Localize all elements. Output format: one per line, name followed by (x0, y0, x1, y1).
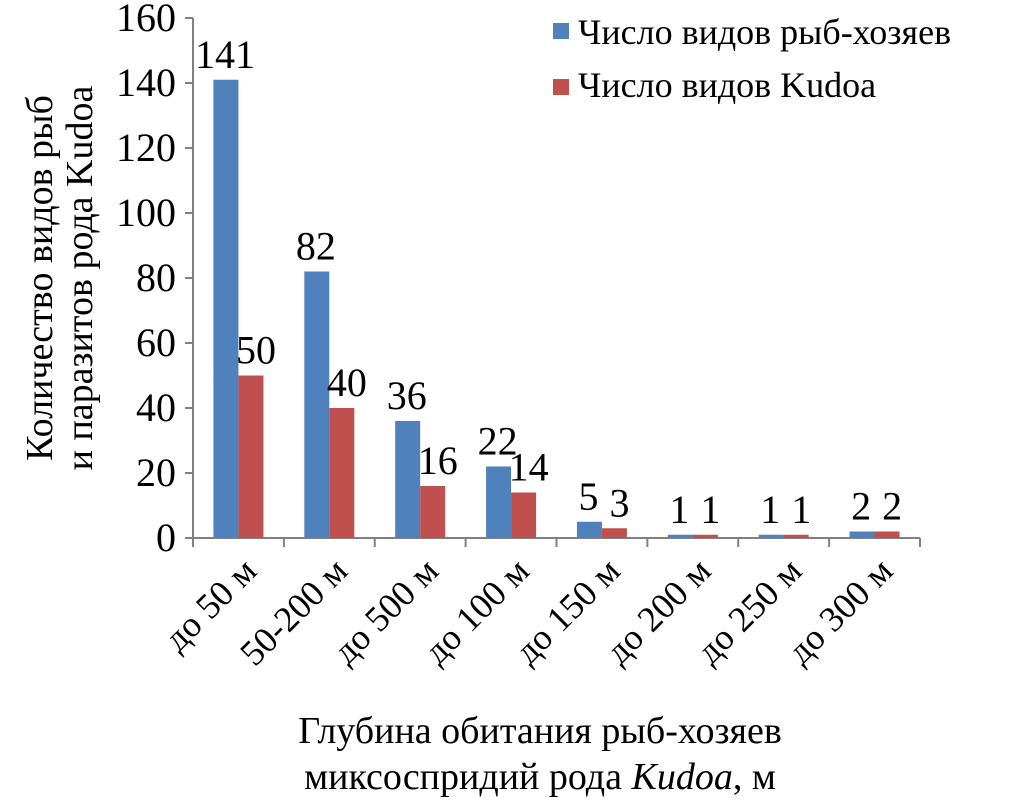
y-tick-label: 0 (156, 515, 176, 560)
data-label-kudoa: 1 (700, 487, 720, 532)
legend: Число видов рыб-хозяев Число видов Kudoa (553, 12, 951, 105)
data-label-kudoa: 14 (509, 445, 549, 490)
legend-label-kudoa: Число видов Kudoa (578, 65, 876, 105)
data-label-hosts: 5 (578, 474, 598, 519)
y-axis-label: Количество видов рыб и паразитов рода Ku… (19, 86, 101, 471)
bar-hosts (486, 466, 512, 538)
data-label-hosts: 36 (387, 373, 427, 418)
bar-hosts (667, 534, 693, 538)
bar-kudoa (511, 492, 537, 538)
category-labels: до 50 м50-200 мдо 500 мдо 100 мдо 150 мд… (156, 550, 900, 673)
x-axis-label-line2-suffix: , м (733, 756, 776, 798)
data-label-hosts: 1 (669, 487, 689, 532)
data-label-kudoa: 1 (791, 487, 811, 532)
y-tick-label: 20 (136, 450, 176, 495)
bar-kudoa (783, 534, 809, 538)
x-ticks (192, 538, 921, 547)
y-tick-label: 140 (116, 60, 176, 105)
legend-swatch-hosts (553, 23, 569, 39)
bar-hosts (576, 521, 602, 538)
data-label-kudoa: 50 (236, 328, 276, 373)
x-axis-label: Глубина обитания рыб-хозяев миксоспридий… (298, 710, 782, 798)
y-tick-label: 80 (136, 255, 176, 300)
x-axis-label-line1: Глубина обитания рыб-хозяев (298, 710, 782, 752)
y-ticks: 0 20 40 60 80 100 120 140 160 (116, 0, 193, 560)
bar-hosts (849, 531, 875, 538)
data-label-hosts: 22 (478, 419, 518, 464)
y-tick-label: 60 (136, 320, 176, 365)
y-tick-label: 100 (116, 190, 176, 235)
data-label-kudoa: 16 (418, 438, 458, 483)
data-label-hosts: 1 (760, 487, 780, 532)
bar-kudoa (420, 486, 446, 538)
bar-hosts (304, 271, 330, 538)
x-axis-label-line2-prefix: миксоспридий рода (304, 756, 631, 798)
bar-kudoa (601, 528, 627, 538)
y-tick-label: 40 (136, 385, 176, 430)
y-tick-label: 160 (116, 0, 176, 40)
data-label-kudoa: 2 (882, 484, 902, 529)
x-axis-label-line2-genus: Kudoa (630, 756, 732, 798)
bar-hosts (758, 534, 784, 538)
data-label-hosts: 141 (195, 32, 255, 77)
y-tick-label: 120 (116, 125, 176, 170)
bar-kudoa (692, 534, 718, 538)
data-label-hosts: 2 (851, 484, 871, 529)
bar-kudoa (238, 375, 264, 538)
bar-kudoa (874, 531, 900, 538)
bar-hosts (213, 79, 239, 538)
bar-hosts (395, 421, 421, 538)
bars (213, 79, 900, 538)
bar-kudoa (329, 408, 355, 538)
legend-label-hosts: Число видов рыб-хозяев (578, 12, 951, 52)
data-label-kudoa: 3 (609, 480, 629, 525)
y-axis-label-line2: и паразитов рода Kudoa (59, 86, 101, 471)
data-label-hosts: 82 (296, 224, 336, 269)
x-axis-label-line2: миксоспридий рода Kudoa, м (304, 756, 776, 798)
y-axis-label-line1: Количество видов рыб (19, 95, 61, 461)
data-label-kudoa: 40 (327, 360, 367, 405)
legend-swatch-kudoa (553, 79, 569, 95)
